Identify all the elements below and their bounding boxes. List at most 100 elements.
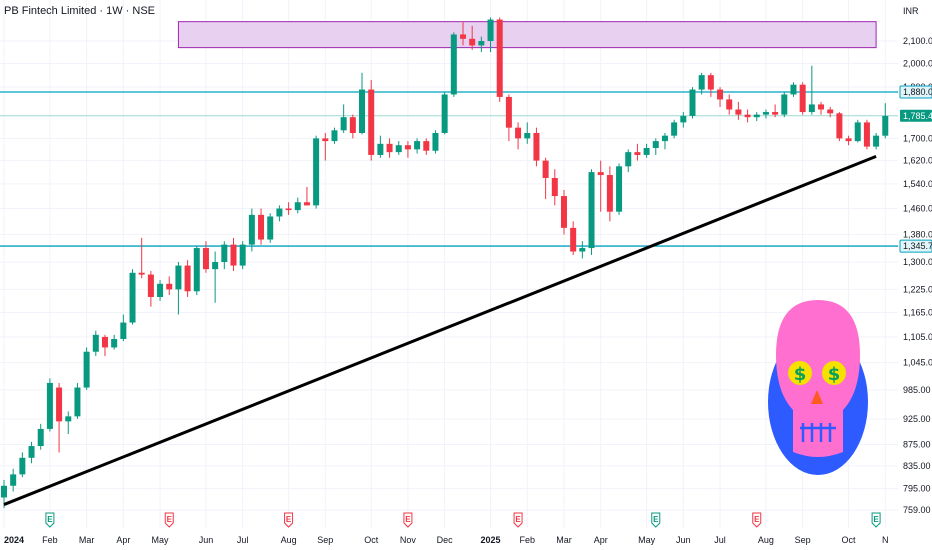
earnings-marker-icon: E bbox=[164, 512, 174, 528]
earnings-badge bbox=[752, 512, 762, 528]
time-tick-label: Sep bbox=[317, 535, 333, 545]
time-tick-label: Oct bbox=[364, 535, 379, 545]
candle-body bbox=[515, 127, 522, 139]
candle bbox=[386, 138, 393, 158]
candle bbox=[37, 423, 44, 450]
candle bbox=[625, 149, 632, 173]
candle bbox=[65, 411, 72, 435]
time-tick-label: Mar bbox=[79, 535, 95, 545]
candle bbox=[74, 382, 81, 419]
candle-body bbox=[551, 177, 558, 197]
candle bbox=[460, 21, 466, 46]
candle bbox=[836, 112, 843, 142]
candle bbox=[597, 160, 604, 212]
dollar-eye-right-icon bbox=[822, 361, 846, 385]
candle bbox=[138, 237, 145, 279]
candle-body bbox=[368, 89, 375, 155]
time-tick-label: Sep bbox=[795, 535, 811, 545]
candle bbox=[643, 143, 650, 158]
candle bbox=[560, 189, 567, 235]
candle bbox=[588, 169, 595, 255]
candle bbox=[423, 138, 430, 155]
price-tick-label: 1,225.00 bbox=[903, 284, 932, 294]
candle-body bbox=[790, 84, 797, 95]
time-tick-label: Feb bbox=[42, 535, 58, 545]
candle-body bbox=[349, 117, 356, 133]
candle-body bbox=[643, 147, 650, 155]
candle bbox=[248, 208, 255, 252]
candle bbox=[432, 130, 439, 154]
candle-body bbox=[487, 19, 494, 41]
candle-body bbox=[882, 115, 889, 136]
candle-body bbox=[340, 117, 347, 131]
earnings-badge bbox=[513, 512, 523, 528]
candle bbox=[414, 138, 421, 154]
candle-body bbox=[28, 446, 35, 458]
candle-body bbox=[753, 114, 760, 118]
candle-body bbox=[570, 227, 577, 252]
chart-title: PB Fintech Limited · 1W · NSE bbox=[4, 5, 155, 17]
candle-body bbox=[606, 175, 613, 212]
candle-body bbox=[799, 84, 806, 113]
candle bbox=[193, 246, 200, 296]
price-axis[interactable]: 2,100.002,000.001,900.001,700.001,620.00… bbox=[898, 0, 932, 550]
price-tick-label: 985.00 bbox=[903, 385, 931, 395]
candle-body bbox=[808, 104, 815, 113]
candle-body bbox=[579, 248, 586, 252]
candle bbox=[634, 143, 641, 161]
candle-body bbox=[588, 172, 595, 249]
time-axis[interactable]: 2024 Feb Mar Apr May Jun Jul Aug Sep Oct Nov Dec 202… bbox=[4, 535, 889, 545]
candle bbox=[184, 260, 191, 297]
earnings-marker-icon: E bbox=[871, 512, 881, 528]
candle-body bbox=[469, 38, 476, 46]
candle bbox=[652, 138, 659, 155]
candle-body bbox=[294, 202, 301, 211]
candle bbox=[147, 270, 154, 307]
candle bbox=[524, 122, 531, 144]
candle bbox=[790, 82, 797, 97]
candle-body bbox=[19, 457, 26, 475]
candle bbox=[661, 132, 668, 150]
price-tick-label: 1,620.00 bbox=[903, 156, 932, 166]
candle bbox=[671, 119, 678, 139]
candle-body bbox=[689, 89, 696, 116]
candle-body bbox=[230, 244, 237, 266]
candle-body bbox=[836, 113, 843, 139]
candle-body bbox=[166, 283, 173, 290]
candle bbox=[606, 166, 613, 222]
time-tick-label: Apr bbox=[116, 535, 130, 545]
candle bbox=[579, 241, 586, 259]
time-tick-label: Apr bbox=[594, 535, 608, 545]
candle-body bbox=[460, 34, 466, 39]
candle-body bbox=[414, 141, 421, 150]
candle bbox=[542, 157, 549, 200]
candle bbox=[239, 241, 246, 270]
candle bbox=[781, 91, 788, 118]
candle bbox=[10, 468, 17, 492]
candle-body bbox=[129, 272, 136, 323]
candle bbox=[551, 169, 558, 206]
price-tick-label: 835.00 bbox=[903, 461, 931, 471]
price-tick-label: 875.00 bbox=[903, 439, 931, 449]
horizontal-levels bbox=[0, 91, 898, 247]
dollar-glyph-right-icon: $ bbox=[828, 364, 841, 385]
earnings-letter: E bbox=[754, 515, 760, 524]
earnings-letter: E bbox=[515, 515, 521, 524]
candle bbox=[505, 94, 512, 142]
candle bbox=[873, 132, 880, 150]
candle bbox=[331, 127, 338, 144]
candle-body bbox=[432, 132, 439, 151]
candle bbox=[340, 104, 347, 133]
earnings-marker-icon: E bbox=[651, 512, 661, 528]
candle-body bbox=[202, 248, 209, 270]
price-tick-label: 1,380.00 bbox=[903, 229, 932, 239]
price-tick-label: 1,045.00 bbox=[903, 358, 932, 368]
candle bbox=[129, 269, 136, 325]
time-tick-label: May bbox=[152, 535, 170, 545]
level-tag-label: 1,345.75 bbox=[903, 241, 932, 251]
candle-body bbox=[524, 132, 531, 139]
candle-body bbox=[120, 322, 127, 339]
earnings-letter: E bbox=[405, 515, 411, 524]
